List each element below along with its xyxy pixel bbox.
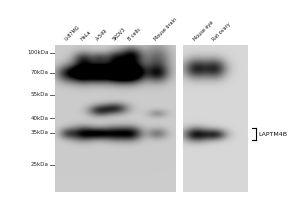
Text: 100kDa: 100kDa — [28, 50, 49, 55]
Text: 25kDa: 25kDa — [31, 162, 49, 168]
Text: SKOV3: SKOV3 — [112, 27, 127, 42]
Text: 40kDa: 40kDa — [31, 116, 49, 120]
Text: 35kDa: 35kDa — [31, 130, 49, 136]
Bar — [55, 8, 176, 155]
Text: Mouse eye: Mouse eye — [193, 20, 214, 42]
Text: Rat ovary: Rat ovary — [212, 22, 232, 42]
Text: 55kDa: 55kDa — [31, 92, 49, 98]
Text: LAPTM4B: LAPTM4B — [258, 132, 287, 136]
Text: A-549: A-549 — [95, 28, 109, 42]
Text: Mouse brain: Mouse brain — [154, 17, 178, 42]
Text: 70kDa: 70kDa — [31, 71, 49, 75]
Bar — [183, 8, 248, 155]
Text: B cells: B cells — [128, 27, 142, 42]
Text: U-87MG: U-87MG — [64, 25, 81, 42]
Text: HeLa: HeLa — [80, 30, 92, 42]
